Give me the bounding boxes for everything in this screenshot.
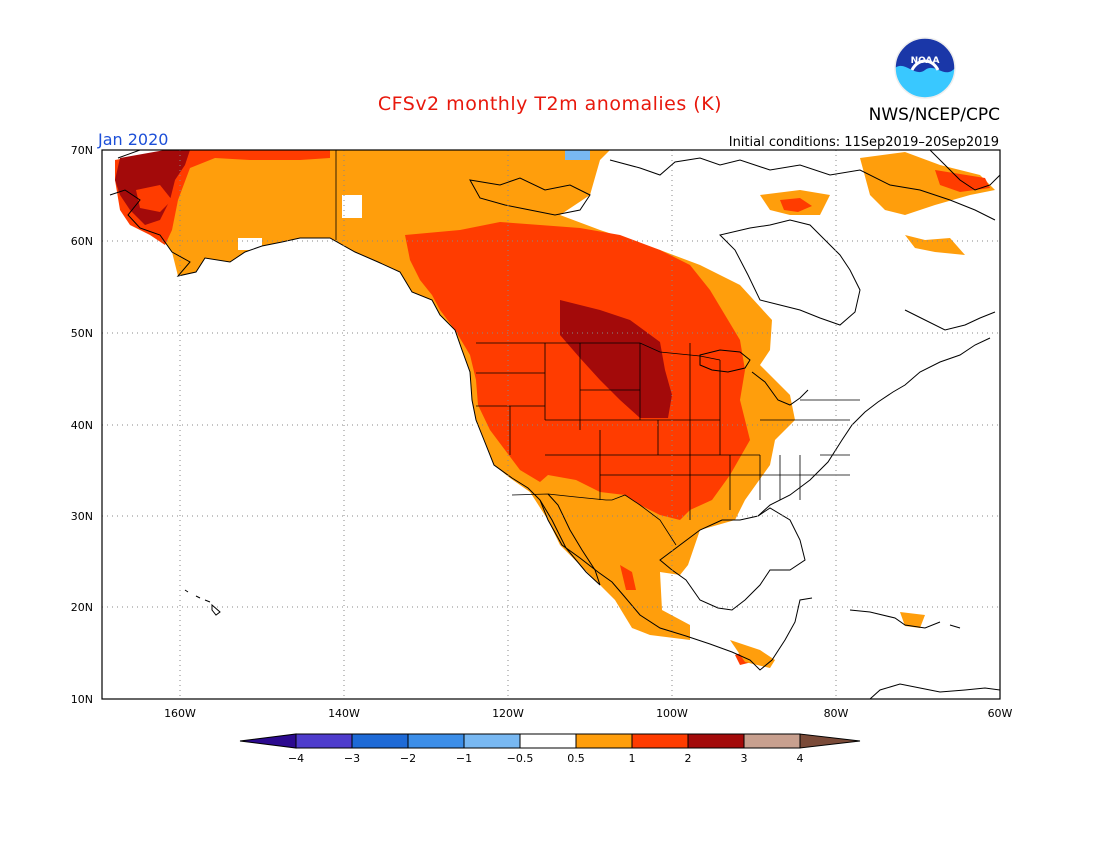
anomaly-region (900, 612, 925, 628)
colorbar-tick-label: 2 (685, 752, 692, 765)
lon-label: 160W (164, 707, 196, 720)
colorbar-segment (687, 733, 745, 749)
initial-conditions: Initial conditions: 11Sep2019–20Sep2019 (729, 135, 999, 150)
colorbar-tick-label: −1 (456, 752, 472, 765)
colorbar-segment (463, 733, 521, 749)
lat-label: 10N (71, 693, 93, 706)
colorbar-tick-label: −0.5 (507, 752, 534, 765)
anomaly-region (935, 170, 990, 192)
colorbar-segment (519, 733, 577, 749)
longitude-labels: 160W 140W 120W 100W 80W 60W (164, 707, 1012, 720)
colorbar-tick-label: 1 (629, 752, 636, 765)
lon-label: 60W (988, 707, 1013, 720)
anomaly-region (238, 238, 262, 250)
political-borders (335, 150, 860, 546)
logo-text: NOAA (911, 56, 940, 66)
colorbar-segment (631, 733, 689, 749)
colorbar-arrow-high (799, 733, 861, 749)
anomaly-region (620, 565, 636, 590)
latitude-labels: 70N 60N 50N 40N 30N 20N 10N (71, 144, 93, 706)
colorbar-tick-label: −2 (400, 752, 416, 765)
anomaly-region (730, 640, 775, 668)
anomaly-field (115, 150, 995, 668)
lon-label: 100W (656, 707, 688, 720)
anomaly-region (780, 198, 812, 212)
anomaly-region (905, 235, 965, 255)
colorbar-segment (407, 733, 465, 749)
colorbar-tick-label: 3 (741, 752, 748, 765)
lat-label: 40N (71, 419, 93, 432)
colorbar-segment (295, 733, 353, 749)
anomaly-region (136, 185, 172, 212)
lon-label: 80W (824, 707, 849, 720)
anomaly-region (565, 150, 590, 160)
chart-title: CFSv2 monthly T2m anomalies (K) (378, 93, 722, 115)
lat-label: 20N (71, 601, 93, 614)
colorbar-segment (575, 733, 633, 749)
lat-label: 30N (71, 510, 93, 523)
colorbar-tick-label: −4 (288, 752, 304, 765)
org-label: NWS/NCEP/CPC (869, 105, 1000, 125)
colorbar-tick-label: 0.5 (567, 752, 585, 765)
anomaly-region (860, 152, 995, 215)
lat-label: 50N (71, 327, 93, 340)
lat-label: 60N (71, 235, 93, 248)
colorbar-arrow-low (239, 733, 297, 749)
lon-label: 140W (328, 707, 360, 720)
anomaly-region (342, 195, 362, 218)
colorbar-segment (351, 733, 409, 749)
colorbar-tick-label: −3 (344, 752, 360, 765)
coastlines (109, 150, 1000, 699)
noaa-logo: NOAA (894, 37, 956, 99)
forecast-month: Jan 2020 (97, 130, 168, 149)
colorbar: −4 −3 −2 −1 −0.5 0.5 1 2 3 4 (239, 733, 861, 765)
anomaly-region (560, 300, 672, 418)
map-frame (101, 149, 1001, 700)
anomaly-region (405, 222, 750, 520)
lat-label: 70N (71, 144, 93, 157)
colorbar-tick-label: 4 (797, 752, 804, 765)
colorbar-segment (743, 733, 801, 749)
lon-label: 120W (492, 707, 524, 720)
map-area (102, 150, 1000, 699)
